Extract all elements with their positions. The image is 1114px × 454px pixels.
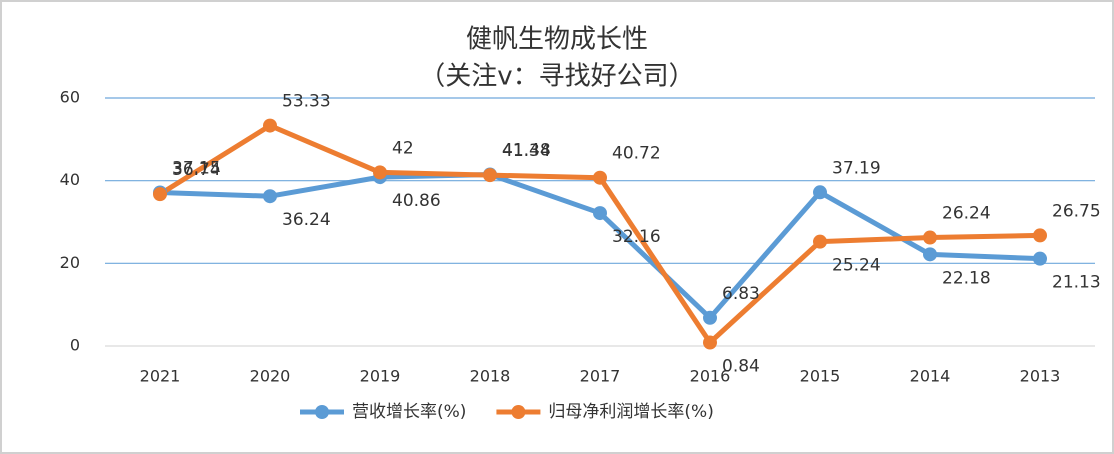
data-point	[1033, 228, 1047, 243]
data-point	[1033, 251, 1047, 266]
data-point	[263, 189, 277, 204]
chart-subtitle: （关注v：寻找好公司）	[419, 62, 694, 92]
data-point	[813, 234, 827, 249]
data-label: 53.33	[282, 92, 331, 112]
legend-marker	[511, 405, 526, 419]
x-tick-label: 2020	[250, 367, 291, 386]
data-point	[923, 230, 937, 245]
chart-title: 健帆生物成长性	[466, 25, 648, 55]
x-tick-label: 2015	[800, 367, 841, 386]
data-label: 41.48	[502, 141, 551, 161]
data-label: 40.86	[392, 191, 441, 211]
y-tick-label: 0	[70, 336, 80, 355]
x-tick-label: 2013	[1020, 367, 1061, 386]
data-label: 25.24	[832, 256, 881, 276]
data-label: 32.16	[612, 227, 661, 247]
data-label: 21.13	[1052, 273, 1101, 293]
data-point	[373, 165, 387, 180]
data-label: 37.15	[172, 158, 221, 178]
y-tick-label: 60	[60, 88, 80, 107]
data-label: 26.75	[1052, 201, 1101, 221]
x-tick-label: 2019	[360, 367, 401, 386]
data-point	[483, 168, 497, 183]
x-tick-label: 2016	[690, 367, 731, 386]
data-point	[153, 187, 167, 202]
data-label: 6.83	[722, 284, 760, 304]
data-point	[593, 206, 607, 221]
legend-marker	[315, 405, 329, 419]
data-label: 42	[392, 138, 414, 158]
data-label: 0.84	[722, 357, 760, 377]
data-label: 36.24	[282, 210, 331, 230]
data-point	[703, 310, 717, 325]
data-point	[263, 118, 277, 133]
data-point	[593, 170, 607, 185]
x-tick-label: 2017	[580, 367, 621, 386]
x-tick-label: 2021	[140, 367, 181, 386]
data-point	[813, 185, 827, 200]
data-point	[703, 335, 717, 350]
data-label: 41.34	[502, 141, 551, 161]
y-tick-label: 40	[60, 170, 80, 189]
x-tick-label: 2018	[470, 367, 511, 386]
data-label: 26.24	[942, 204, 991, 224]
legend-label: 归母净利润增长率(%)	[548, 402, 713, 422]
data-label: 22.18	[942, 268, 991, 288]
x-tick-label: 2014	[910, 367, 951, 386]
legend-label: 营收增长率(%)	[352, 402, 466, 422]
data-label: 40.72	[612, 144, 661, 164]
data-label: 36.74	[172, 160, 221, 180]
y-tick-label: 20	[60, 253, 80, 272]
data-point	[923, 247, 937, 262]
data-label: 37.19	[832, 158, 881, 178]
